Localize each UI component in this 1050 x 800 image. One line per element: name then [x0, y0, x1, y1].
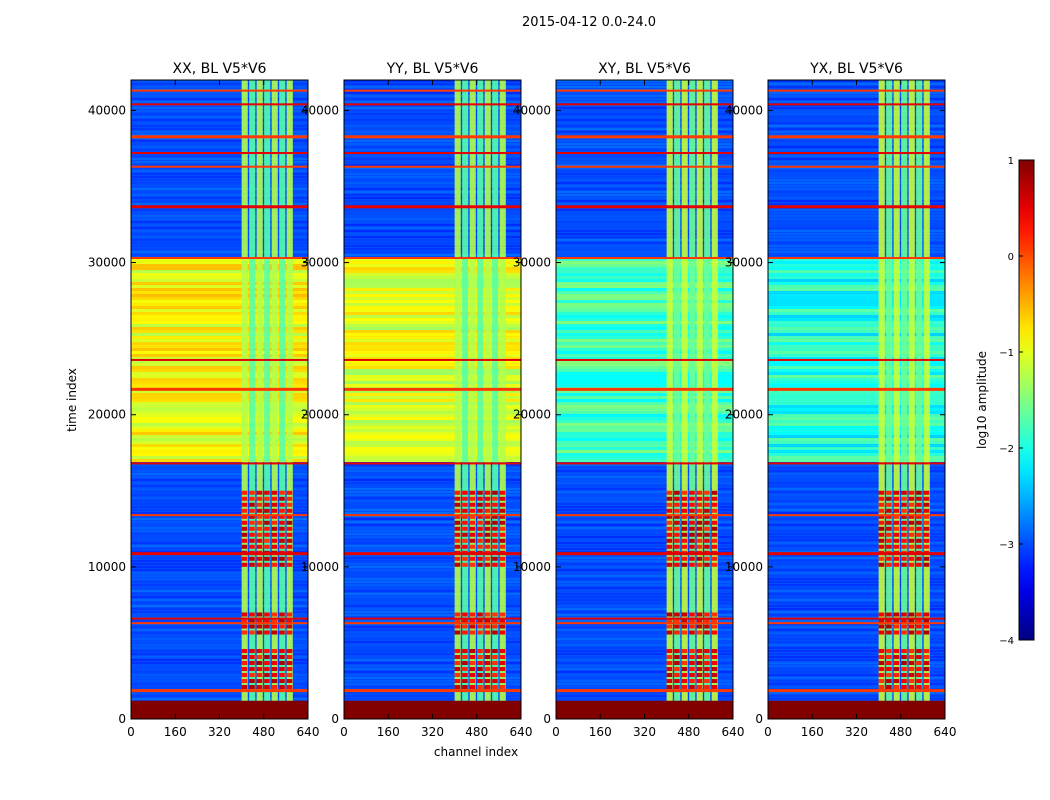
- x-tick-label: 0: [127, 725, 135, 739]
- y-tick-label: 0: [118, 712, 126, 726]
- panels-group: XX, BL V5*V6 0 160 320 480 640 0 10000 20000 3000…: [88, 61, 957, 739]
- x-axis-label: channel index: [434, 745, 518, 759]
- colorbar-tick-label: −1: [999, 348, 1014, 359]
- panel-title: XX, BL V5*V6: [173, 61, 267, 77]
- y-tick-label: 10000: [88, 560, 126, 574]
- colorbar-tick-label: −4: [999, 636, 1014, 647]
- x-tick-label: 320: [633, 725, 656, 739]
- x-tick-label: 0: [552, 725, 560, 739]
- x-tick-label: 480: [465, 725, 488, 739]
- colorbar: 1 0 −1 −2 −3 −4 log10 amplitude: [975, 156, 1035, 647]
- x-tick-label: 320: [845, 725, 868, 739]
- colorbar-tick-label: −2: [999, 444, 1014, 455]
- x-tick-label: 640: [934, 725, 957, 739]
- y-tick-label: 30000: [725, 256, 763, 270]
- y-axis-label: time index: [65, 368, 79, 432]
- y-tick-label: 40000: [88, 103, 126, 117]
- x-tick-label: 160: [377, 725, 400, 739]
- figure-suptitle: 2015-04-12 0.0-24.0: [522, 15, 656, 30]
- y-tick-label: 40000: [513, 103, 551, 117]
- x-tick-label: 160: [164, 725, 187, 739]
- colorbar-gradient: [1018, 159, 1035, 641]
- heatmap-image: [131, 80, 308, 719]
- x-tick-label: 640: [297, 725, 320, 739]
- heatmap-image: [768, 80, 945, 719]
- y-tick-label: 10000: [513, 560, 551, 574]
- panel-title: YY, BL V5*V6: [386, 61, 479, 77]
- x-tick-label: 160: [801, 725, 824, 739]
- y-tick-label: 30000: [513, 256, 551, 270]
- x-tick-label: 640: [510, 725, 533, 739]
- colorbar-tick-label: −3: [999, 540, 1014, 551]
- panel-title: XY, BL V5*V6: [598, 61, 691, 77]
- y-tick-label: 20000: [301, 408, 339, 422]
- y-tick-label: 30000: [301, 256, 339, 270]
- x-tick-label: 160: [589, 725, 612, 739]
- y-tick-label: 20000: [513, 408, 551, 422]
- y-tick-label: 20000: [725, 408, 763, 422]
- heatmap-image: [344, 80, 521, 719]
- colorbar-tick-label: 0: [1008, 252, 1014, 263]
- y-tick-label: 10000: [725, 560, 763, 574]
- heatmap-image: [556, 80, 733, 719]
- x-tick-label: 0: [340, 725, 348, 739]
- panel-0: XX, BL V5*V6 0 160 320 480 640 0 10000 20000 3000…: [88, 61, 320, 739]
- y-tick-label: 20000: [88, 408, 126, 422]
- colorbar-label: log10 amplitude: [975, 351, 989, 449]
- y-tick-label: 10000: [301, 560, 339, 574]
- y-tick-label: 0: [331, 712, 339, 726]
- panel-1: YY, BL V5*V6 0 160 320 480 640 0 10000 20000 3000…: [301, 61, 533, 739]
- y-tick-label: 0: [755, 712, 763, 726]
- y-tick-label: 40000: [725, 103, 763, 117]
- x-tick-label: 480: [677, 725, 700, 739]
- x-tick-label: 640: [722, 725, 745, 739]
- panel-title: YX, BL V5*V6: [809, 61, 903, 77]
- x-tick-label: 320: [421, 725, 444, 739]
- panel-3: YX, BL V5*V6 0 160 320 480 640 0 10000 20000 3000…: [725, 61, 957, 739]
- x-tick-label: 480: [252, 725, 275, 739]
- y-tick-label: 30000: [88, 256, 126, 270]
- y-tick-label: 0: [543, 712, 551, 726]
- panel-2: XY, BL V5*V6 0 160 320 480 640 0 10000 20000 3000…: [513, 61, 745, 739]
- x-tick-label: 480: [889, 725, 912, 739]
- y-tick-label: 40000: [301, 103, 339, 117]
- x-tick-label: 0: [764, 725, 772, 739]
- colorbar-tick-label: 1: [1008, 156, 1014, 167]
- x-tick-label: 320: [208, 725, 231, 739]
